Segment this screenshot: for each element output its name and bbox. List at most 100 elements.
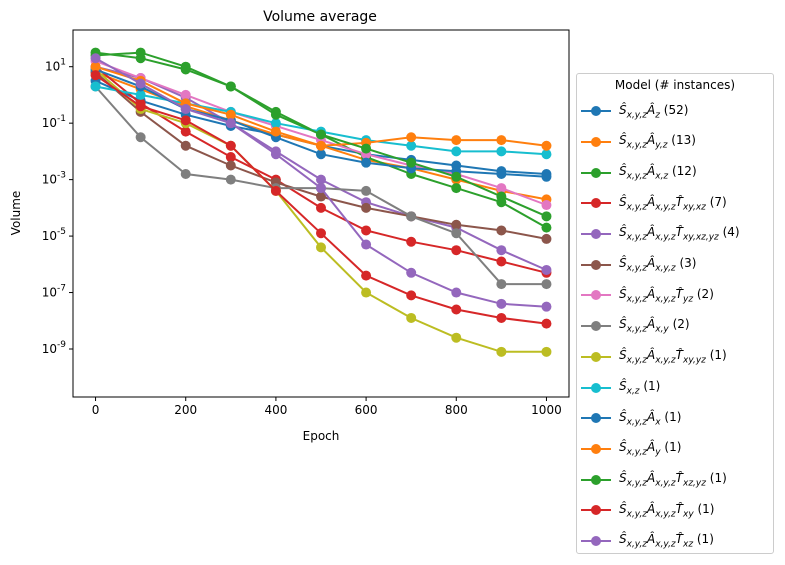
series-layer <box>90 47 552 357</box>
legend-label: Ŝx,y,zÂx,y,zT̂xy,yz (1) <box>619 348 727 366</box>
legend: Model (# instances) Ŝx,y,zÂz (52) Ŝx,y… <box>576 73 774 554</box>
data-point <box>316 129 326 140</box>
x-tick-label: 1000 <box>531 403 562 417</box>
data-point <box>541 346 552 357</box>
data-point <box>451 332 462 343</box>
legend-entry: Ŝx,y,zÂx (1) <box>577 403 773 434</box>
data-point <box>451 219 462 230</box>
legend-label: Ŝx,y,zÂx,z (12) <box>619 164 697 182</box>
legend-swatch <box>581 136 611 148</box>
data-point <box>90 81 101 92</box>
plot-frame <box>72 29 570 398</box>
data-point <box>496 298 507 309</box>
data-point <box>451 228 462 239</box>
data-point <box>135 78 146 89</box>
data-point <box>496 279 507 290</box>
legend-swatch <box>581 382 611 394</box>
data-point <box>451 304 462 315</box>
series-line <box>90 70 552 329</box>
data-point <box>496 183 507 194</box>
y-tick-label: 101 <box>45 58 66 74</box>
legend-swatch <box>581 105 611 117</box>
data-point <box>225 118 236 129</box>
data-point <box>135 89 146 100</box>
data-point <box>361 157 372 168</box>
data-point <box>180 168 191 179</box>
data-point <box>541 264 552 275</box>
legend-label: Ŝx,y,zÂx,y,zT̂xy (1) <box>619 501 715 519</box>
data-point <box>451 135 462 146</box>
data-point <box>361 185 372 196</box>
data-point <box>496 191 507 202</box>
data-point <box>270 126 281 137</box>
data-point <box>225 81 236 92</box>
legend-title: Model (# instances) <box>614 78 736 92</box>
data-point <box>361 202 372 213</box>
data-point <box>180 89 191 100</box>
y-tick-label: 10-5 <box>42 227 66 243</box>
legend-swatch <box>581 351 611 363</box>
data-point <box>406 236 417 247</box>
data-point <box>451 146 462 157</box>
data-point <box>361 225 372 236</box>
series-line <box>90 64 552 182</box>
x-tick-label: 0 <box>92 403 100 417</box>
data-point <box>225 109 236 120</box>
data-point <box>451 287 462 298</box>
data-point <box>361 239 372 250</box>
legend-swatch <box>581 228 611 240</box>
data-point <box>316 140 326 151</box>
data-point <box>406 157 417 168</box>
data-point <box>270 109 281 120</box>
legend-label: Ŝx,y,zÂy (1) <box>619 440 682 458</box>
data-point <box>541 279 552 290</box>
data-point <box>496 146 507 157</box>
data-point <box>406 312 417 323</box>
legend-label: Ŝx,y,zÂx,y (2) <box>619 317 690 335</box>
legend-entry: Ŝx,z (1) <box>577 372 773 403</box>
data-point <box>541 140 552 151</box>
legend-label: Ŝx,y,zÂx,y,z (3) <box>619 256 697 274</box>
data-point <box>541 222 552 233</box>
data-point <box>496 245 507 256</box>
legend-entry: Ŝx,y,zÂx,y,zT̂xy,xz,yz (4) <box>577 219 773 250</box>
data-point <box>451 171 462 182</box>
legend-entry: Ŝx,y,zÂx,y,zT̂yz (2) <box>577 280 773 311</box>
legend-label: Ŝx,y,zÂz (52) <box>619 102 689 121</box>
legend-swatch <box>581 412 611 424</box>
data-point <box>361 270 372 281</box>
data-point <box>180 61 191 72</box>
data-point <box>496 168 507 179</box>
data-point <box>451 245 462 256</box>
y-tick-label: 10-3 <box>42 171 66 187</box>
data-point <box>541 171 552 182</box>
data-point <box>316 228 326 239</box>
legend-label: Ŝx,y,zÂx (1) <box>619 409 682 427</box>
x-axis-label: Epoch <box>303 429 340 443</box>
legend-entry: Ŝx,y,zÂx,y,zT̂xy,yz (1) <box>577 342 773 373</box>
chart-title: Volume average <box>263 9 377 25</box>
data-point <box>406 267 417 278</box>
data-point <box>225 140 236 151</box>
data-point <box>541 200 552 211</box>
data-point <box>541 318 552 329</box>
axes-layer: 0 200 400 600 800 1000 101 10-1 10-3 10-5 10-7 10-9 <box>42 58 562 417</box>
legend-swatch <box>581 504 611 516</box>
legend-label: Ŝx,y,zÂx,y,zT̂xy,xz,yz (4) <box>619 225 740 243</box>
legend-entry: Ŝx,y,zÂx,y,zT̂xy,xz (7) <box>577 188 773 219</box>
legend-swatch <box>581 443 611 455</box>
data-point <box>135 47 146 58</box>
legend-entry: Ŝx,y,zÂx,y,z (3) <box>577 249 773 280</box>
data-point <box>541 233 552 244</box>
data-point <box>270 118 281 129</box>
data-point <box>316 242 326 253</box>
data-point <box>541 301 552 312</box>
series-line <box>90 61 552 151</box>
legend-swatch <box>581 197 611 209</box>
legend-label: Ŝx,z (1) <box>619 378 661 397</box>
legend-entry: Ŝx,y,zÂy,z (13) <box>577 127 773 158</box>
legend-entry: Ŝx,y,zÂx,y,zT̂xy (1) <box>577 495 773 526</box>
data-point <box>541 211 552 222</box>
data-point <box>361 143 372 154</box>
